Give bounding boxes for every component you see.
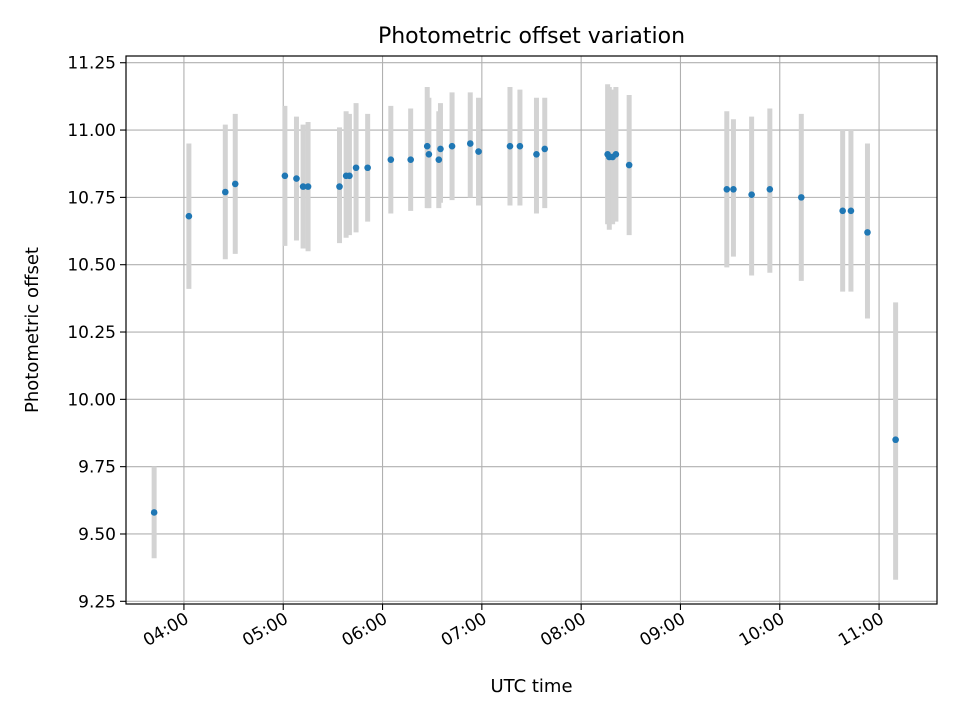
data-point <box>797 194 805 201</box>
y-tick-label: 10.25 <box>67 323 116 343</box>
axes-frame <box>125 55 938 605</box>
data-point <box>448 142 456 150</box>
data-point <box>299 183 307 190</box>
y-tick-label: 10.50 <box>67 256 116 276</box>
data-point <box>723 185 731 193</box>
data-point <box>864 229 871 236</box>
y-tick-label: 11.25 <box>67 54 116 74</box>
data-points <box>150 140 899 516</box>
data-point <box>541 145 549 153</box>
data-point <box>612 150 620 158</box>
data-point <box>466 140 474 147</box>
y-tick-label: 11.00 <box>67 121 116 141</box>
y-tick-label: 10.00 <box>67 390 116 410</box>
data-point <box>293 175 300 182</box>
data-point <box>346 172 353 180</box>
data-point <box>766 185 774 193</box>
y-tick-label: 9.75 <box>78 458 116 478</box>
data-point <box>425 150 433 158</box>
data-point <box>231 180 239 188</box>
y-axis-ticks: 9.25 9.50 9.75 10.00 10.25 10.50 10.75 11.00 11.… <box>67 54 126 612</box>
data-point <box>364 164 371 172</box>
data-point <box>352 164 360 172</box>
data-point <box>516 142 524 150</box>
x-axis-label: UTC time <box>490 676 572 697</box>
data-point <box>847 207 855 215</box>
y-tick-label: 9.25 <box>78 592 116 612</box>
data-point <box>748 191 755 198</box>
data-point <box>222 188 229 196</box>
data-point <box>625 161 633 169</box>
data-point <box>150 509 158 516</box>
data-point <box>423 142 431 150</box>
data-point <box>435 156 443 163</box>
data-point <box>387 156 395 163</box>
data-point <box>892 436 899 444</box>
y-tick-label: 9.50 <box>78 525 116 545</box>
data-point <box>336 183 343 190</box>
chart-title: Photometric offset variation <box>378 24 685 49</box>
y-axis-label: Photometric offset <box>22 247 43 413</box>
data-point <box>437 145 444 153</box>
data-point <box>185 212 193 220</box>
data-point <box>730 185 737 193</box>
data-point <box>281 172 289 180</box>
data-point <box>407 156 414 163</box>
data-point <box>839 207 846 215</box>
data-point <box>475 148 482 155</box>
y-tick-label: 10.75 <box>67 188 116 208</box>
data-point <box>506 142 514 150</box>
data-point <box>304 183 312 190</box>
grid-lines <box>126 56 937 604</box>
data-point <box>533 150 540 158</box>
